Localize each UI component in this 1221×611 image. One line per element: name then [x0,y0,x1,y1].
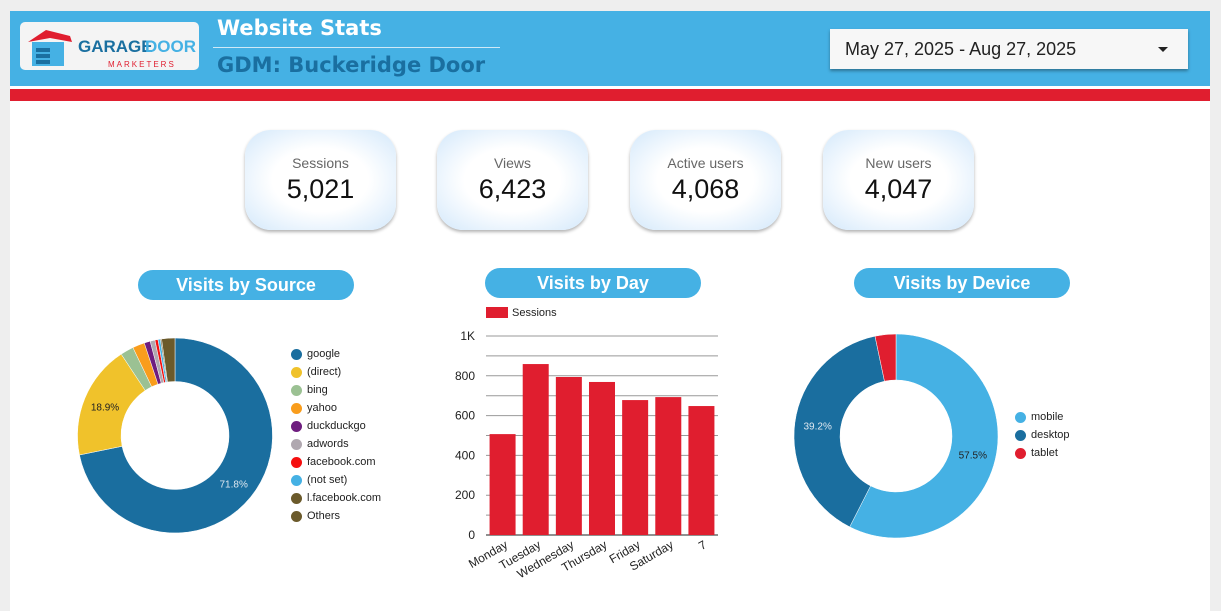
legend-dot-icon [291,474,302,486]
kpi-value: 4,047 [864,174,933,204]
device-legend: mobile desktop tablet [1015,408,1070,462]
y-tick-label: 200 [455,488,475,502]
kpi-new-users: New users 4,047 [823,130,974,230]
legend-item[interactable]: facebook.com [291,453,381,471]
legend-label: l.facebook.com [307,492,381,504]
kpi-label: New users [865,155,932,171]
legend-item[interactable]: mobile [1015,408,1070,426]
bar-thursday[interactable] [589,381,615,535]
logo: GARAGE DOOR MARKETERS [20,22,199,70]
legend-item[interactable]: google [291,345,381,363]
section-title-source: Visits by Source [138,270,354,300]
legend-dot-icon [291,456,302,468]
legend-dot-icon [291,510,302,522]
svg-text:DOOR: DOOR [145,37,196,56]
date-range-picker[interactable]: May 27, 2025 - Aug 27, 2025 [830,29,1188,69]
legend-label: Sessions [512,307,557,319]
legend-label: mobile [1031,411,1064,423]
legend-dot-icon [291,384,302,396]
accent-bar [10,89,1210,101]
legend-dot-icon [291,366,302,378]
bar-7[interactable] [688,406,715,535]
legend-dot-icon [291,492,302,504]
slice-label: 39.2% [804,422,832,433]
pie-slice-desktop[interactable] [793,335,885,528]
slice-label: 71.8% [219,479,247,490]
legend-swatch-icon [486,307,508,318]
date-range-value: May 27, 2025 - Aug 27, 2025 [845,39,1077,59]
legend-dot-icon [291,402,302,414]
kpi-value: 6,423 [478,174,547,204]
pie-slice-tablet[interactable] [874,333,897,382]
legend-label: adwords [307,438,349,450]
slice-label: 18.9% [91,403,119,414]
legend-item[interactable]: yahoo [291,399,381,417]
title-divider [213,47,500,48]
kpi-active-users: Active users 4,068 [630,130,781,230]
dropdown-arrow-icon [1158,47,1168,52]
legend-label: bing [307,384,328,396]
kpi-label: Active users [667,155,744,171]
y-tick-label: 800 [455,369,475,383]
legend-label: google [307,348,341,360]
legend-item[interactable]: (not set) [291,471,381,489]
legend-item[interactable]: desktop [1015,426,1070,444]
legend-label: duckduckgo [307,420,366,432]
legend-label: desktop [1031,429,1070,441]
legend-dot-icon [291,438,302,450]
svg-text:GARAGE: GARAGE [78,37,153,56]
header-bar: GARAGE DOOR MARKETERS Website Stats GDM:… [10,11,1210,86]
legend-item[interactable]: adwords [291,435,381,453]
legend-item[interactable]: duckduckgo [291,417,381,435]
legend-dot-icon [1015,447,1026,459]
legend-dot-icon [1015,411,1026,423]
garage-logo-icon: GARAGE DOOR MARKETERS [28,30,196,69]
bar-friday[interactable] [622,400,649,535]
legend-item[interactable]: (direct) [291,363,381,381]
bar-wednesday[interactable] [555,376,582,535]
source-legend: google (direct) bing yahoo duckduckgo adwords… [291,345,381,525]
y-tick-label: 1K [460,329,475,343]
legend-dot-icon [1015,429,1026,441]
section-title-day: Visits by Day [485,268,701,298]
kpi-sessions: Sessions 5,021 [245,130,396,230]
legend-label: facebook.com [307,456,376,468]
legend-item[interactable]: Others [291,507,381,525]
y-tick-label: 600 [455,409,475,423]
y-tick-label: 0 [468,528,475,542]
legend-dot-icon [291,348,302,360]
svg-text:MARKETERS: MARKETERS [108,60,176,69]
kpi-views: Views 6,423 [437,130,588,230]
legend-item[interactable]: tablet [1015,444,1070,462]
legend-label: yahoo [307,402,337,414]
dashboard-page: GARAGE DOOR MARKETERS Website Stats GDM:… [10,11,1210,611]
legend-label: tablet [1031,447,1058,459]
legend-item[interactable]: l.facebook.com [291,489,381,507]
pie-slice-others[interactable] [161,337,176,383]
kpi-value: 4,068 [671,174,740,204]
pie-slice-mobile[interactable] [849,333,999,539]
slice-label: 57.5% [959,450,987,461]
charts-canvas: 71.8%18.9%57.5%39.2%02004006008001KMonda… [77,307,999,581]
legend-dot-icon [291,420,302,432]
kpi-label: Views [493,155,532,171]
bar-saturday[interactable] [655,397,682,535]
y-tick-label: 400 [455,448,475,462]
page-title: Website Stats [217,16,382,40]
page-subtitle: GDM: Buckeridge Door [217,53,486,77]
bar-monday[interactable] [489,434,516,535]
pie-slice-google[interactable] [79,337,273,534]
kpi-label: Sessions [292,155,349,171]
bar-tuesday[interactable] [522,364,549,535]
legend-label: (not set) [307,474,348,486]
x-tick-label: 7 [696,537,709,553]
kpi-value: 5,021 [286,174,355,204]
legend-item[interactable]: bing [291,381,381,399]
legend-label: Others [307,510,341,522]
section-title-device: Visits by Device [854,268,1070,298]
legend-label: (direct) [307,366,342,378]
